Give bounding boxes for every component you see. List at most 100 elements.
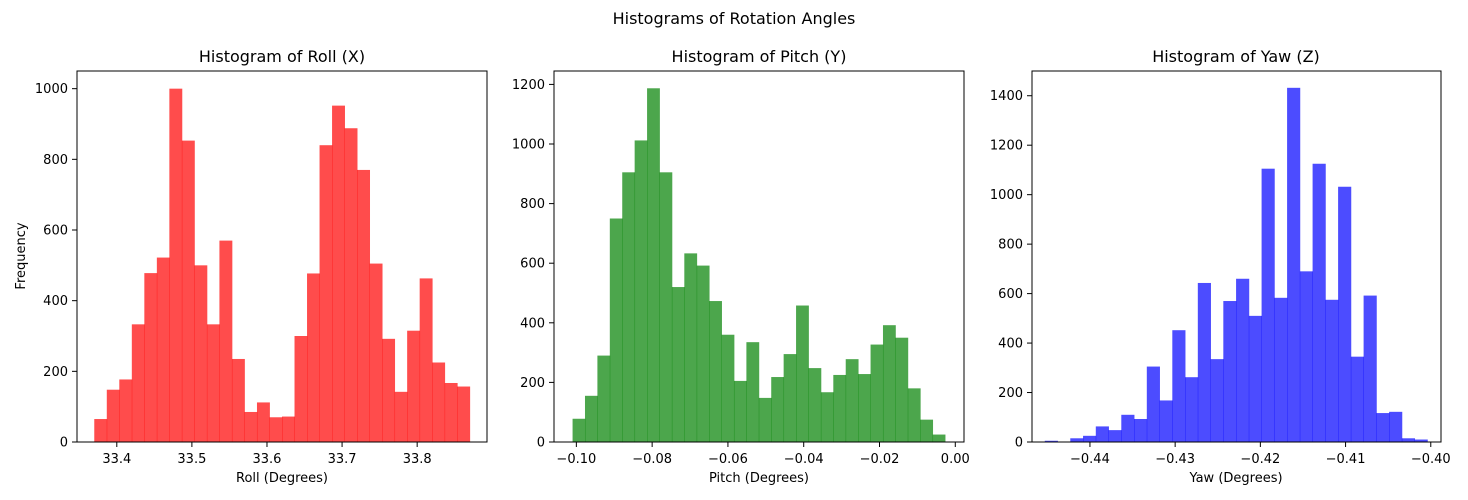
pitch-histogram-bar — [820, 392, 834, 442]
pitch-histogram-bar — [572, 418, 586, 442]
yaw-histogram-bar — [1274, 297, 1288, 442]
roll-y-axis-label: Frequency — [14, 222, 29, 289]
pitch-y-tick-label: 400 — [520, 316, 545, 331]
pitch-histogram-bar — [659, 172, 673, 443]
pitch-histogram-bar — [634, 140, 648, 442]
yaw-y-tick-label: 400 — [998, 337, 1023, 352]
yaw-histogram-bar — [1083, 435, 1097, 442]
yaw-axes-frame — [1031, 70, 1442, 443]
pitch-histogram-bar — [845, 359, 859, 442]
roll-histogram-bar — [181, 140, 195, 442]
roll-histogram-bar — [119, 379, 133, 442]
yaw-histogram-bar — [1095, 426, 1109, 442]
roll-histogram-bar — [94, 419, 108, 442]
yaw-histogram-bar — [1287, 87, 1301, 442]
yaw-histogram-bar — [1236, 278, 1250, 442]
pitch-x-tick-label: −0.08 — [632, 452, 672, 467]
yaw-y-tick-label: 1000 — [990, 188, 1023, 203]
pitch-y-tick-label: 1000 — [512, 138, 545, 153]
yaw-histogram-bar — [1376, 413, 1390, 442]
yaw-histogram-bar — [1134, 418, 1148, 442]
roll-histogram-bar — [206, 324, 220, 442]
roll-histogram-bar — [231, 358, 245, 442]
pitch-histogram-bar — [733, 380, 747, 442]
pitch-histogram-bar — [870, 344, 884, 442]
yaw-histogram-bar — [1248, 315, 1262, 442]
yaw-histogram-bar — [1401, 438, 1416, 442]
yaw-y-tick-label: 1200 — [990, 139, 1023, 154]
roll-histogram-bar — [444, 382, 458, 442]
roll-histogram-bar — [282, 416, 295, 442]
roll-histogram-bar — [294, 336, 308, 442]
roll-histogram-bar — [219, 240, 233, 442]
pitch-histogram-bar — [907, 388, 921, 442]
roll-axes-frame — [76, 70, 488, 443]
roll-histogram-bar — [407, 330, 421, 442]
yaw-histogram-bar — [1389, 411, 1403, 442]
pitch-histogram-bar — [771, 377, 785, 442]
pitch-histogram-title: Histogram of Pitch (Y) — [672, 47, 847, 66]
yaw-histogram-bar — [1261, 168, 1275, 443]
pitch-y-tick-label: 600 — [520, 257, 545, 272]
yaw-histogram-bar — [1159, 400, 1173, 442]
yaw-y-tick-label: 800 — [998, 238, 1023, 253]
roll-x-tick-label: 33.6 — [253, 452, 282, 467]
yaw-x-tick-label: −0.41 — [1326, 452, 1366, 467]
roll-histogram-bar — [394, 391, 408, 442]
roll-histogram-bar — [382, 338, 396, 442]
yaw-x-tick-label: −0.42 — [1240, 452, 1280, 467]
roll-x-tick-label: 33.8 — [403, 452, 432, 467]
pitch-histogram-bar — [647, 88, 660, 442]
yaw-histogram-bar — [1108, 430, 1122, 442]
yaw-histogram-bar — [1146, 366, 1160, 442]
roll-histogram-bar — [244, 411, 258, 442]
roll-histogram-bar — [457, 386, 471, 442]
roll-histogram-bar — [156, 257, 170, 442]
pitch-histogram-bar — [709, 301, 722, 442]
roll-histogram-bar — [419, 278, 433, 442]
yaw-y-tick-label: 1400 — [990, 89, 1023, 104]
roll-histogram-bar — [357, 169, 371, 442]
roll-histogram-bar — [319, 145, 333, 442]
yaw-histogram-bar — [1197, 282, 1211, 442]
pitch-y-tick-label: 0 — [537, 436, 545, 451]
pitch-y-tick-label: 1200 — [512, 78, 545, 93]
yaw-histogram-bar — [1299, 271, 1313, 442]
yaw-histogram-bar — [1121, 414, 1135, 442]
pitch-histogram-bar — [671, 287, 685, 442]
roll-histogram-title: Histogram of Roll (X) — [199, 47, 365, 66]
pitch-y-tick-label: 200 — [520, 376, 545, 391]
pitch-histogram-bar — [584, 395, 598, 442]
roll-histogram-bar — [131, 324, 145, 442]
pitch-y-tick-label: 800 — [520, 197, 545, 212]
yaw-histogram-bar — [1325, 299, 1339, 442]
pitch-histogram-bar — [746, 342, 760, 442]
yaw-histogram-bar — [1070, 438, 1084, 442]
pitch-histogram-bar — [796, 305, 809, 442]
yaw-histogram-bar — [1363, 295, 1377, 442]
roll-histogram-bar — [169, 88, 183, 443]
yaw-histogram-bar — [1312, 163, 1326, 442]
roll-histogram-bar — [432, 362, 446, 442]
yaw-y-tick-label: 200 — [998, 386, 1023, 401]
pitch-histogram-bar — [684, 253, 698, 442]
yaw-x-axis-label: Yaw (Degrees) — [1188, 471, 1282, 486]
roll-histogram-panel: Histogram of Roll (X) Roll (Degrees) Fre… — [14, 47, 488, 486]
pitch-histogram-bar — [597, 355, 611, 442]
yaw-histogram-bar — [1044, 440, 1058, 442]
roll-histogram-bar — [269, 417, 283, 442]
pitch-axes-frame — [553, 70, 965, 443]
yaw-histogram-bar — [1338, 186, 1352, 442]
pitch-histogram-bar — [833, 374, 847, 442]
pitch-histogram-bar — [783, 354, 797, 442]
pitch-histogram-bar — [932, 434, 946, 442]
roll-histogram-bar — [106, 389, 120, 442]
roll-histogram-bar — [256, 402, 270, 442]
pitch-histogram-bar — [920, 419, 934, 442]
roll-x-tick-label: 33.7 — [328, 452, 357, 467]
roll-x-tick-label: 33.5 — [177, 452, 206, 467]
pitch-x-tick-label: −0.06 — [708, 452, 748, 467]
pitch-x-tick-label: −0.10 — [556, 452, 596, 467]
pitch-x-tick-label: 0.00 — [941, 452, 970, 467]
